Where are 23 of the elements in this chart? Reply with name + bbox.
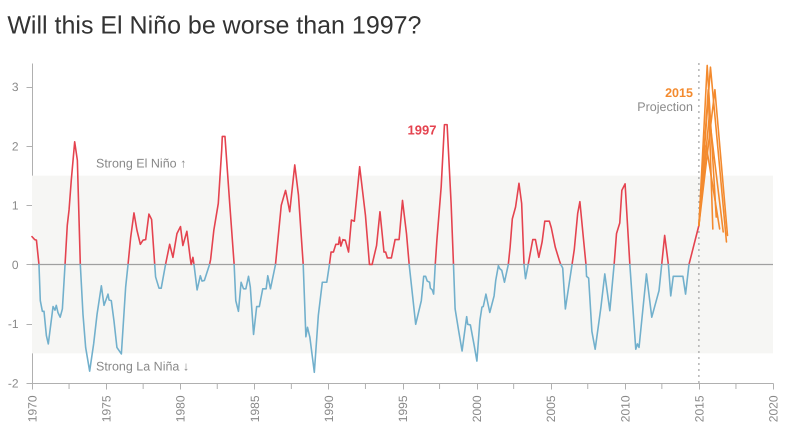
y-tick-label: -2 xyxy=(8,376,19,390)
y-tick-label: 1 xyxy=(12,198,19,213)
y-tick-label: 0 xyxy=(12,258,19,272)
annotation: Strong La Niña ↓ xyxy=(96,359,190,374)
annotation: 1997 xyxy=(408,122,436,138)
x-tick-label: 1970 xyxy=(26,395,40,422)
annotation: Strong El Niño ↑ xyxy=(96,156,186,171)
ref-line-label: Projection xyxy=(637,100,693,114)
y-tick-label: 3 xyxy=(12,80,19,94)
x-tick-label: 2010 xyxy=(618,395,632,422)
x-tick-label: 1975 xyxy=(100,395,114,422)
series-label: 2015 xyxy=(665,86,693,100)
x-tick-label: 2020 xyxy=(766,395,780,422)
x-tick-label: 2000 xyxy=(470,395,484,422)
chart-title: Will this El Niño be worse than 1997? xyxy=(7,11,422,40)
y-tick-label: 2 xyxy=(12,139,19,154)
x-tick-label: 1980 xyxy=(174,395,188,422)
x-tick-label: 1985 xyxy=(248,395,262,422)
x-tick-label: 2005 xyxy=(544,395,558,422)
x-tick-label: 1995 xyxy=(396,395,410,422)
x-tick-label: 2015 xyxy=(692,395,706,422)
x-tick-label: 1990 xyxy=(322,395,336,422)
y-tick-label: -1 xyxy=(8,317,19,332)
